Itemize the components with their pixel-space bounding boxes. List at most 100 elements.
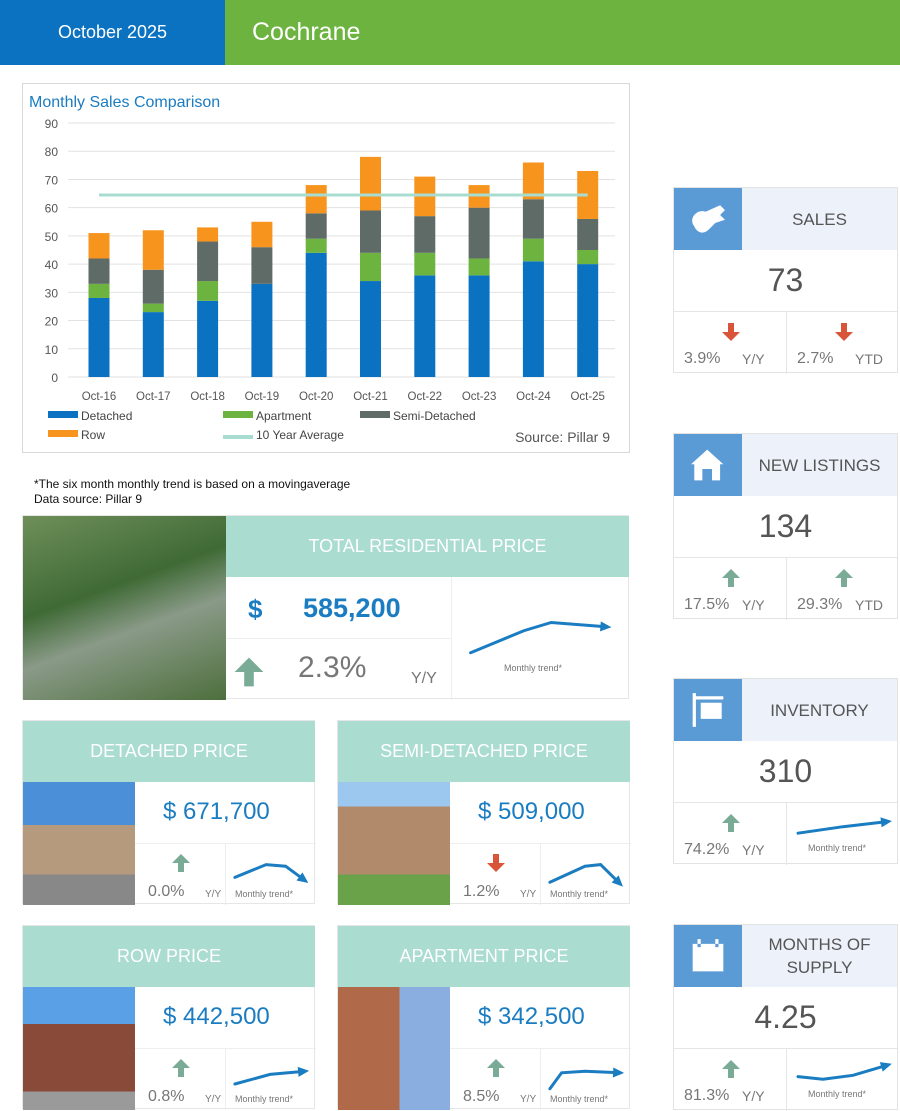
trend-line <box>233 1069 307 1086</box>
row-price-period: Y/Y <box>205 1094 222 1105</box>
arrow-up-icon <box>487 1059 505 1077</box>
trend-label: Monthly trend* <box>808 843 867 853</box>
bar-semi-detached <box>251 247 273 284</box>
calendar-icon <box>692 939 724 972</box>
arrow-shape <box>835 323 853 341</box>
stat-value: 73 <box>674 250 897 312</box>
x-tick-label: Oct-25 <box>570 391 605 403</box>
icon-shape <box>692 939 724 972</box>
bar-semi-detached <box>468 207 490 259</box>
change-period: Y/Y <box>742 1088 765 1104</box>
trend-label: Monthly trend* <box>235 1094 294 1104</box>
trend-line <box>469 620 609 655</box>
arrow-shape <box>835 569 853 587</box>
bar-semi-detached <box>577 218 599 250</box>
trend-label: Monthly trend* <box>235 889 294 899</box>
bar-row <box>197 227 219 242</box>
apartment-price-period: Y/Y <box>520 1094 537 1105</box>
stat-icon-box <box>674 925 742 987</box>
stat-icon-box <box>674 434 742 496</box>
arrow-down-icon <box>487 854 505 872</box>
stat-change-yy: 3.9% Y/Y <box>674 312 786 374</box>
y-tick-label: 0 <box>51 371 58 385</box>
x-tick-label: Oct-24 <box>516 391 551 403</box>
bar-row <box>88 233 110 259</box>
trend-line <box>796 820 890 835</box>
stat-change-yy: 81.3% Y/Y <box>674 1049 786 1111</box>
trend-label: Monthly trend* <box>808 1089 867 1099</box>
chart-title: Monthly Sales Comparison <box>29 94 220 111</box>
change-period: Y/Y <box>742 842 765 858</box>
bar-apartment <box>414 252 436 276</box>
trend-sparkline <box>548 863 623 887</box>
change-period: Y/Y <box>742 597 765 613</box>
apartment-price-title: APARTMENT PRICE <box>338 926 630 987</box>
x-tick-label: Oct-20 <box>299 391 334 403</box>
stat-change-yy: 74.2% Y/Y <box>674 803 786 865</box>
bar-detached <box>251 283 273 377</box>
trend-arrowhead <box>297 1066 309 1077</box>
y-tick-label: 40 <box>45 258 59 272</box>
bar-semi-detached <box>360 210 381 253</box>
arrow-up-icon <box>234 657 264 687</box>
stat-value: 310 <box>674 741 897 803</box>
x-tick-label: Oct-23 <box>462 391 497 403</box>
legend-label: Detached <box>81 409 132 423</box>
apartment-price-card: APARTMENT PRICE $ 342,500 8.5% Y/Y Monthly t… <box>337 925 631 1110</box>
stat-icon-box <box>674 679 742 741</box>
arrow-shape <box>722 1060 740 1078</box>
legend-swatch <box>223 411 253 418</box>
detached-price-value: $ 671,700 <box>163 798 270 825</box>
apartment-home-photo <box>338 987 450 1110</box>
trend-sparkline <box>796 1062 892 1081</box>
y-tick-label: 70 <box>45 173 59 187</box>
y-tick-label: 30 <box>45 286 59 300</box>
bar-detached <box>522 261 544 377</box>
arrow-down-icon <box>835 323 853 341</box>
change-percent: 2.7% <box>797 350 834 367</box>
y-tick-label: 60 <box>45 202 59 216</box>
trend-arrowhead <box>879 1062 892 1072</box>
stat-trend-cell: Monthly trend* <box>786 1049 898 1111</box>
bar-detached <box>577 264 599 377</box>
stat-card-months-of-supply: MONTHS OF SUPPLY 4.25 81.3% Y/Y Monthly tren… <box>673 924 898 1111</box>
semi-detached-price-period: Y/Y <box>520 889 537 900</box>
x-tick-label: Oct-22 <box>408 391 443 403</box>
total-price-change: 2.3% <box>298 651 367 684</box>
arrow-shape <box>172 854 190 872</box>
apartment-price-change: 8.5% <box>463 1088 500 1105</box>
row-price-value: $ 442,500 <box>163 1003 270 1030</box>
arrow-shape <box>234 657 264 687</box>
bar-detached <box>414 275 436 377</box>
stat-card-inventory: INVENTORY 310 74.2% Y/Y Monthly trend* <box>673 678 898 865</box>
trend-arrowhead <box>612 1067 624 1078</box>
stat-change-ytd: 29.3% YTD <box>786 558 898 620</box>
icon-shape <box>692 693 724 727</box>
stat-change-ytd: 2.7% YTD <box>786 312 898 374</box>
trend-line <box>548 863 622 886</box>
bar-row <box>305 185 327 214</box>
bar-row <box>142 230 164 270</box>
change-period: YTD <box>855 597 883 613</box>
x-tick-label: Oct-19 <box>245 391 280 403</box>
data-source-note: Data source: Pillar 9 <box>34 492 143 506</box>
report-date: October 2025 <box>0 0 225 65</box>
trend-line <box>548 1069 622 1091</box>
divider <box>225 1048 226 1110</box>
bar-semi-detached <box>414 216 436 253</box>
bar-semi-detached <box>142 269 164 304</box>
change-period: Y/Y <box>742 351 765 367</box>
y-tick-label: 20 <box>45 315 59 329</box>
detached-price-title: DETACHED PRICE <box>23 721 315 782</box>
trend-sparkline <box>796 817 892 835</box>
bar-detached <box>360 281 381 377</box>
y-tick-label: 90 <box>45 117 59 131</box>
stat-card-new-listings: NEW LISTINGS 134 17.5% Y/Y 29.3% YTD <box>673 433 898 620</box>
arrow-shape <box>722 323 740 341</box>
trend-arrowhead <box>600 621 612 632</box>
bar-semi-detached <box>88 258 110 284</box>
semi-detached-price-value: $ 509,000 <box>478 798 585 825</box>
bar-row <box>522 162 544 200</box>
stat-value: 4.25 <box>674 987 897 1049</box>
bar-detached <box>305 252 327 377</box>
